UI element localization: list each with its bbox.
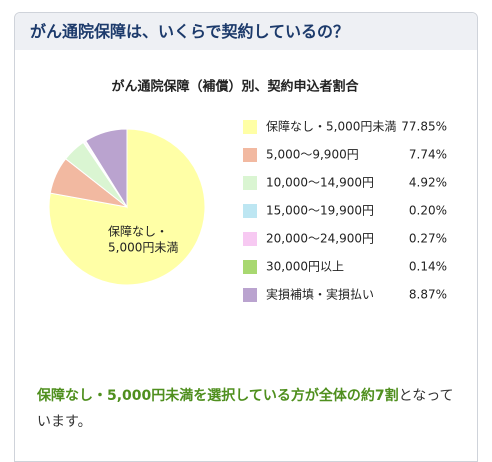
legend-swatch <box>243 232 257 246</box>
legend-swatch <box>243 176 257 190</box>
legend-label: 20,000～24,900円 <box>266 232 374 246</box>
legend-label: 15,000～19,900円 <box>266 204 374 218</box>
page: がん通院保障は、いくらで契約しているの？ がん通院保障（補償）別、契約申込者割合… <box>14 12 478 462</box>
legend-swatch <box>243 204 257 218</box>
legend-value: 0.20% <box>409 204 447 218</box>
legend-label: 30,000円以上 <box>266 260 344 274</box>
chart: がん通院保障（補償）別、契約申込者割合 保障なし・5,000円未満保障なし・5,… <box>48 79 447 302</box>
legend-label: 10,000～14,900円 <box>266 176 374 190</box>
legend-swatch <box>243 120 257 134</box>
legend-value: 77.85% <box>401 120 447 134</box>
summary-highlight: 保障なし・5,000円未満を選択している方が全体の約7割 <box>37 388 399 404</box>
legend-swatch <box>243 288 257 302</box>
legend-value: 0.14% <box>409 260 447 274</box>
legend-swatch <box>243 148 257 162</box>
legend-label: 保障なし・5,000円未満 <box>266 119 396 134</box>
pie-slice <box>85 128 128 209</box>
pie-slice <box>48 128 206 286</box>
legend-swatch <box>243 260 257 274</box>
slice-label: 保障なし・ <box>108 224 168 239</box>
summary-rest: となっています。 <box>37 388 454 430</box>
slice-label: 5,000円未満 <box>108 241 178 255</box>
legend-value: 4.92% <box>409 176 447 190</box>
legend-label: 実損補填・実損払い <box>266 287 374 302</box>
card-header: がん通院保障は、いくらで契約しているの？ <box>15 13 477 50</box>
summary: 保障なし・5,000円未満を選択している方が全体の約7割となっています。 <box>37 383 457 435</box>
card: がん通院保障は、いくらで契約しているの？ <box>14 12 478 462</box>
legend-value: 0.27% <box>409 232 447 246</box>
legend-value: 7.74% <box>409 148 447 162</box>
chart-title: がん通院保障（補償）別、契約申込者割合 <box>111 79 359 95</box>
legend-label: 5,000～9,900円 <box>266 148 359 162</box>
legend-value: 8.87% <box>409 288 447 302</box>
